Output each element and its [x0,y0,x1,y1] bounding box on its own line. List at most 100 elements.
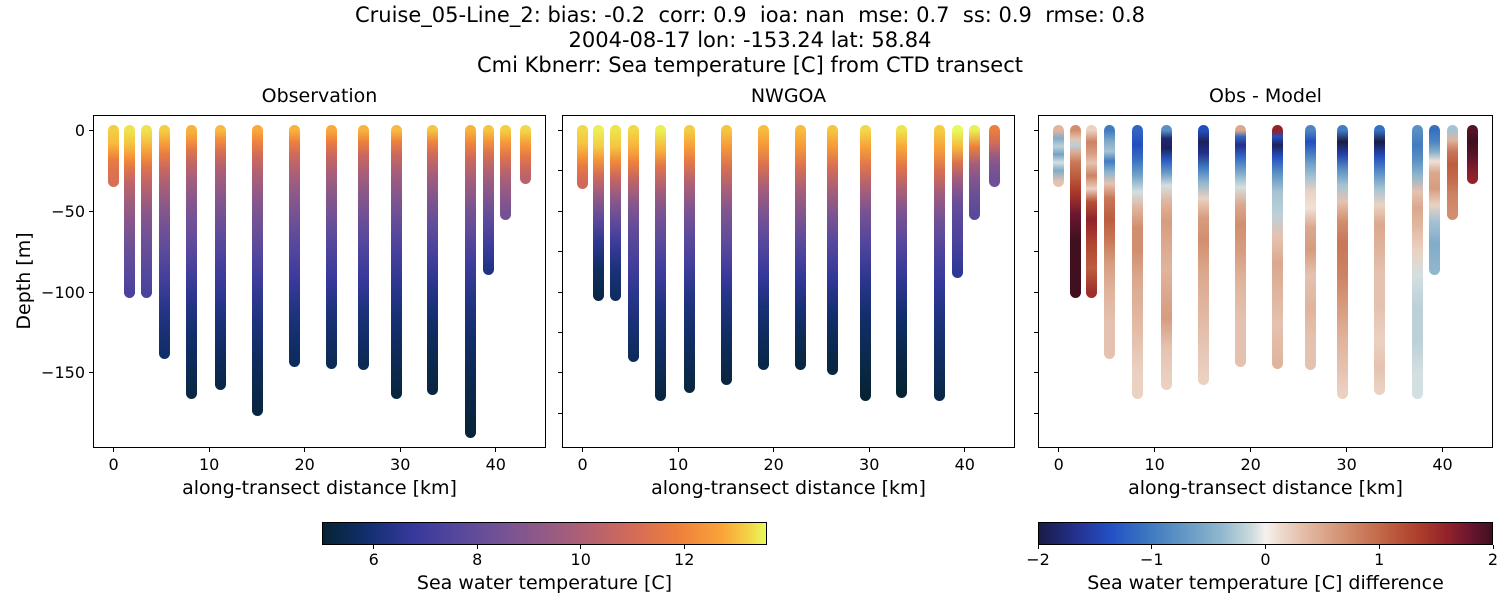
x-tick [773,448,775,452]
diff-cast-column [1085,124,1097,298]
diff-cast-column [1053,124,1065,188]
obs-cast-column [215,124,227,390]
colorbar-tick-label: 8 [472,550,483,569]
y-axis-label: Depth [m] [13,232,35,330]
y-tick-label: −100 [41,282,85,302]
colorbar-tick-label: 2 [1487,550,1499,569]
x-tick-label: 30 [859,455,880,474]
x-tick [1058,448,1060,452]
x-tick-label: 30 [390,455,411,474]
x-tick-label: 0 [577,455,588,474]
x-tick [208,448,210,452]
model-cast-column [721,124,733,385]
diff-cast-column [1337,124,1349,400]
x-tick [304,448,306,452]
diff-cast-column [1429,124,1441,275]
y-tick-label: −50 [51,201,85,221]
diff-cast-column [1412,124,1424,400]
obs-cast-column [482,124,494,275]
x-tick-label: 0 [108,455,119,474]
model-cast-column [609,124,621,301]
diff-cast-column [1304,124,1316,371]
model-cast-column [988,124,1000,188]
diff-cast-column [1069,124,1081,298]
y-tick [1034,412,1038,414]
difference-colorbar [1038,522,1493,545]
obs-cast-column [252,124,264,416]
obs-cast-column [465,124,477,439]
diff-cast-column [1234,124,1246,368]
x-tick [964,448,966,452]
diff-cast-column [1446,124,1458,220]
diff-cast-column [1373,124,1385,395]
model-cast-column [968,124,980,220]
x-tick [1154,448,1156,452]
figure-suptitle: Cruise_05-Line_2: bias: -0.2 corr: 0.9 i… [0,3,1500,78]
temperature-colorbar [322,522,767,545]
colorbar-tick-label: 12 [674,550,695,569]
title-line-stats: Cruise_05-Line_2: bias: -0.2 corr: 0.9 i… [354,3,1145,27]
obs-cast-column [158,124,170,360]
colorbar-tick [1378,545,1380,549]
y-tick [558,372,562,374]
y-tick [558,291,562,293]
y-tick [89,129,93,131]
x-tick-label: 10 [198,455,220,474]
y-tick [558,129,562,131]
model-cast-column [577,124,589,190]
x-tick [868,448,870,452]
diff-cast-column [1160,124,1172,390]
x-tick-label: 0 [1053,455,1064,474]
colorbar-tick [373,545,375,549]
x-tick-label: 30 [1336,455,1357,474]
model-cast-column [593,124,605,301]
x-axis-label-observation: along-transect distance [km] [182,477,457,499]
model-cast-column [757,124,769,371]
y-tick [1034,372,1038,374]
model-cast-column [684,124,696,394]
model-cast-column [655,124,667,402]
x-tick-label: 10 [667,455,689,474]
colorbar-tick-label: 6 [368,550,379,569]
diff-cast-column [1198,124,1210,385]
obs-cast-column [325,124,337,369]
colorbar-tick-label: −2 [1026,550,1050,569]
x-tick [677,448,679,452]
x-tick-label: 20 [294,455,315,474]
y-tick [89,210,93,212]
x-tick [1442,448,1444,452]
y-tick-label: 0 [74,120,85,140]
title-line-variable: Cmi Kbnerr: Sea temperature [C] from CTD… [477,53,1023,77]
colorbar-tick-label: 1 [1374,550,1385,569]
x-tick-label: 40 [485,455,506,474]
x-tick [495,448,497,452]
panel-title-nwgoa: NWGOA [750,85,827,107]
obs-cast-column [499,124,511,220]
y-tick [558,251,562,253]
colorbar-tick-label: 10 [570,550,591,569]
x-tick [1250,448,1252,452]
model-cast-column [896,124,908,398]
y-tick [89,372,93,374]
y-tick [1034,251,1038,253]
x-tick-label: 40 [954,455,975,474]
y-tick [558,412,562,414]
colorbar-tick [1265,545,1266,549]
obs-cast-column [390,124,402,400]
obs-cast-column [358,124,370,371]
colorbar-tick [1492,545,1494,549]
obs-cast-column [288,124,300,368]
obs-cast-column [427,124,439,395]
y-tick [1034,129,1038,131]
difference-colorbar-label: Sea water temperature [C] difference [1087,572,1444,594]
temperature-colorbar-label: Sea water temperature [C] [416,572,673,594]
colorbar-tick [476,545,478,549]
diff-cast-column [1466,124,1478,185]
colorbar-tick [580,545,582,549]
panel-title-observation: Observation [261,85,378,107]
x-tick-label: 20 [763,455,784,474]
x-tick [1346,448,1348,452]
x-tick-label: 10 [1144,455,1165,474]
y-tick [1034,331,1038,333]
x-axis-label-nwgoa: along-transect distance [km] [651,477,926,499]
